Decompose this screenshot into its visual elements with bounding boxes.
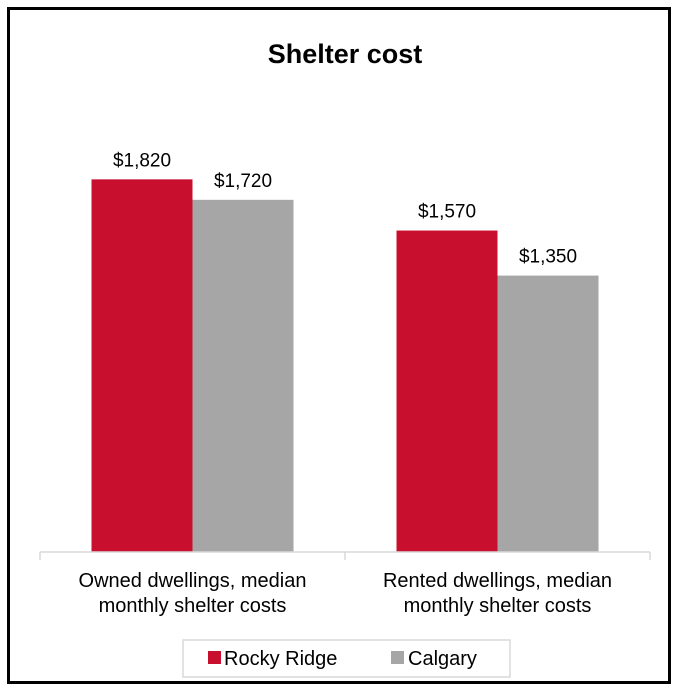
bar-calgary-1 <box>192 199 294 552</box>
data-label: $1,350 <box>519 247 577 268</box>
bar-rocky-ridge-2 <box>396 230 498 553</box>
data-label: $1,720 <box>214 171 272 192</box>
legend-label: Rocky Ridge <box>224 648 337 670</box>
bar-calgary-2 <box>497 275 599 552</box>
category-label: Owned dwellings, median monthly shelter c… <box>79 570 307 617</box>
chart-title: Shelter cost <box>268 39 423 69</box>
legend-swatch <box>208 651 221 664</box>
legend-box <box>182 639 511 678</box>
legend-swatch <box>391 651 404 664</box>
data-label: $1,570 <box>418 202 476 223</box>
data-label: $1,820 <box>113 150 171 171</box>
legend-label: Calgary <box>408 648 477 670</box>
category-label: Rented dwellings, median monthly shelter … <box>383 570 612 617</box>
bar-rocky-ridge-1 <box>91 179 193 553</box>
